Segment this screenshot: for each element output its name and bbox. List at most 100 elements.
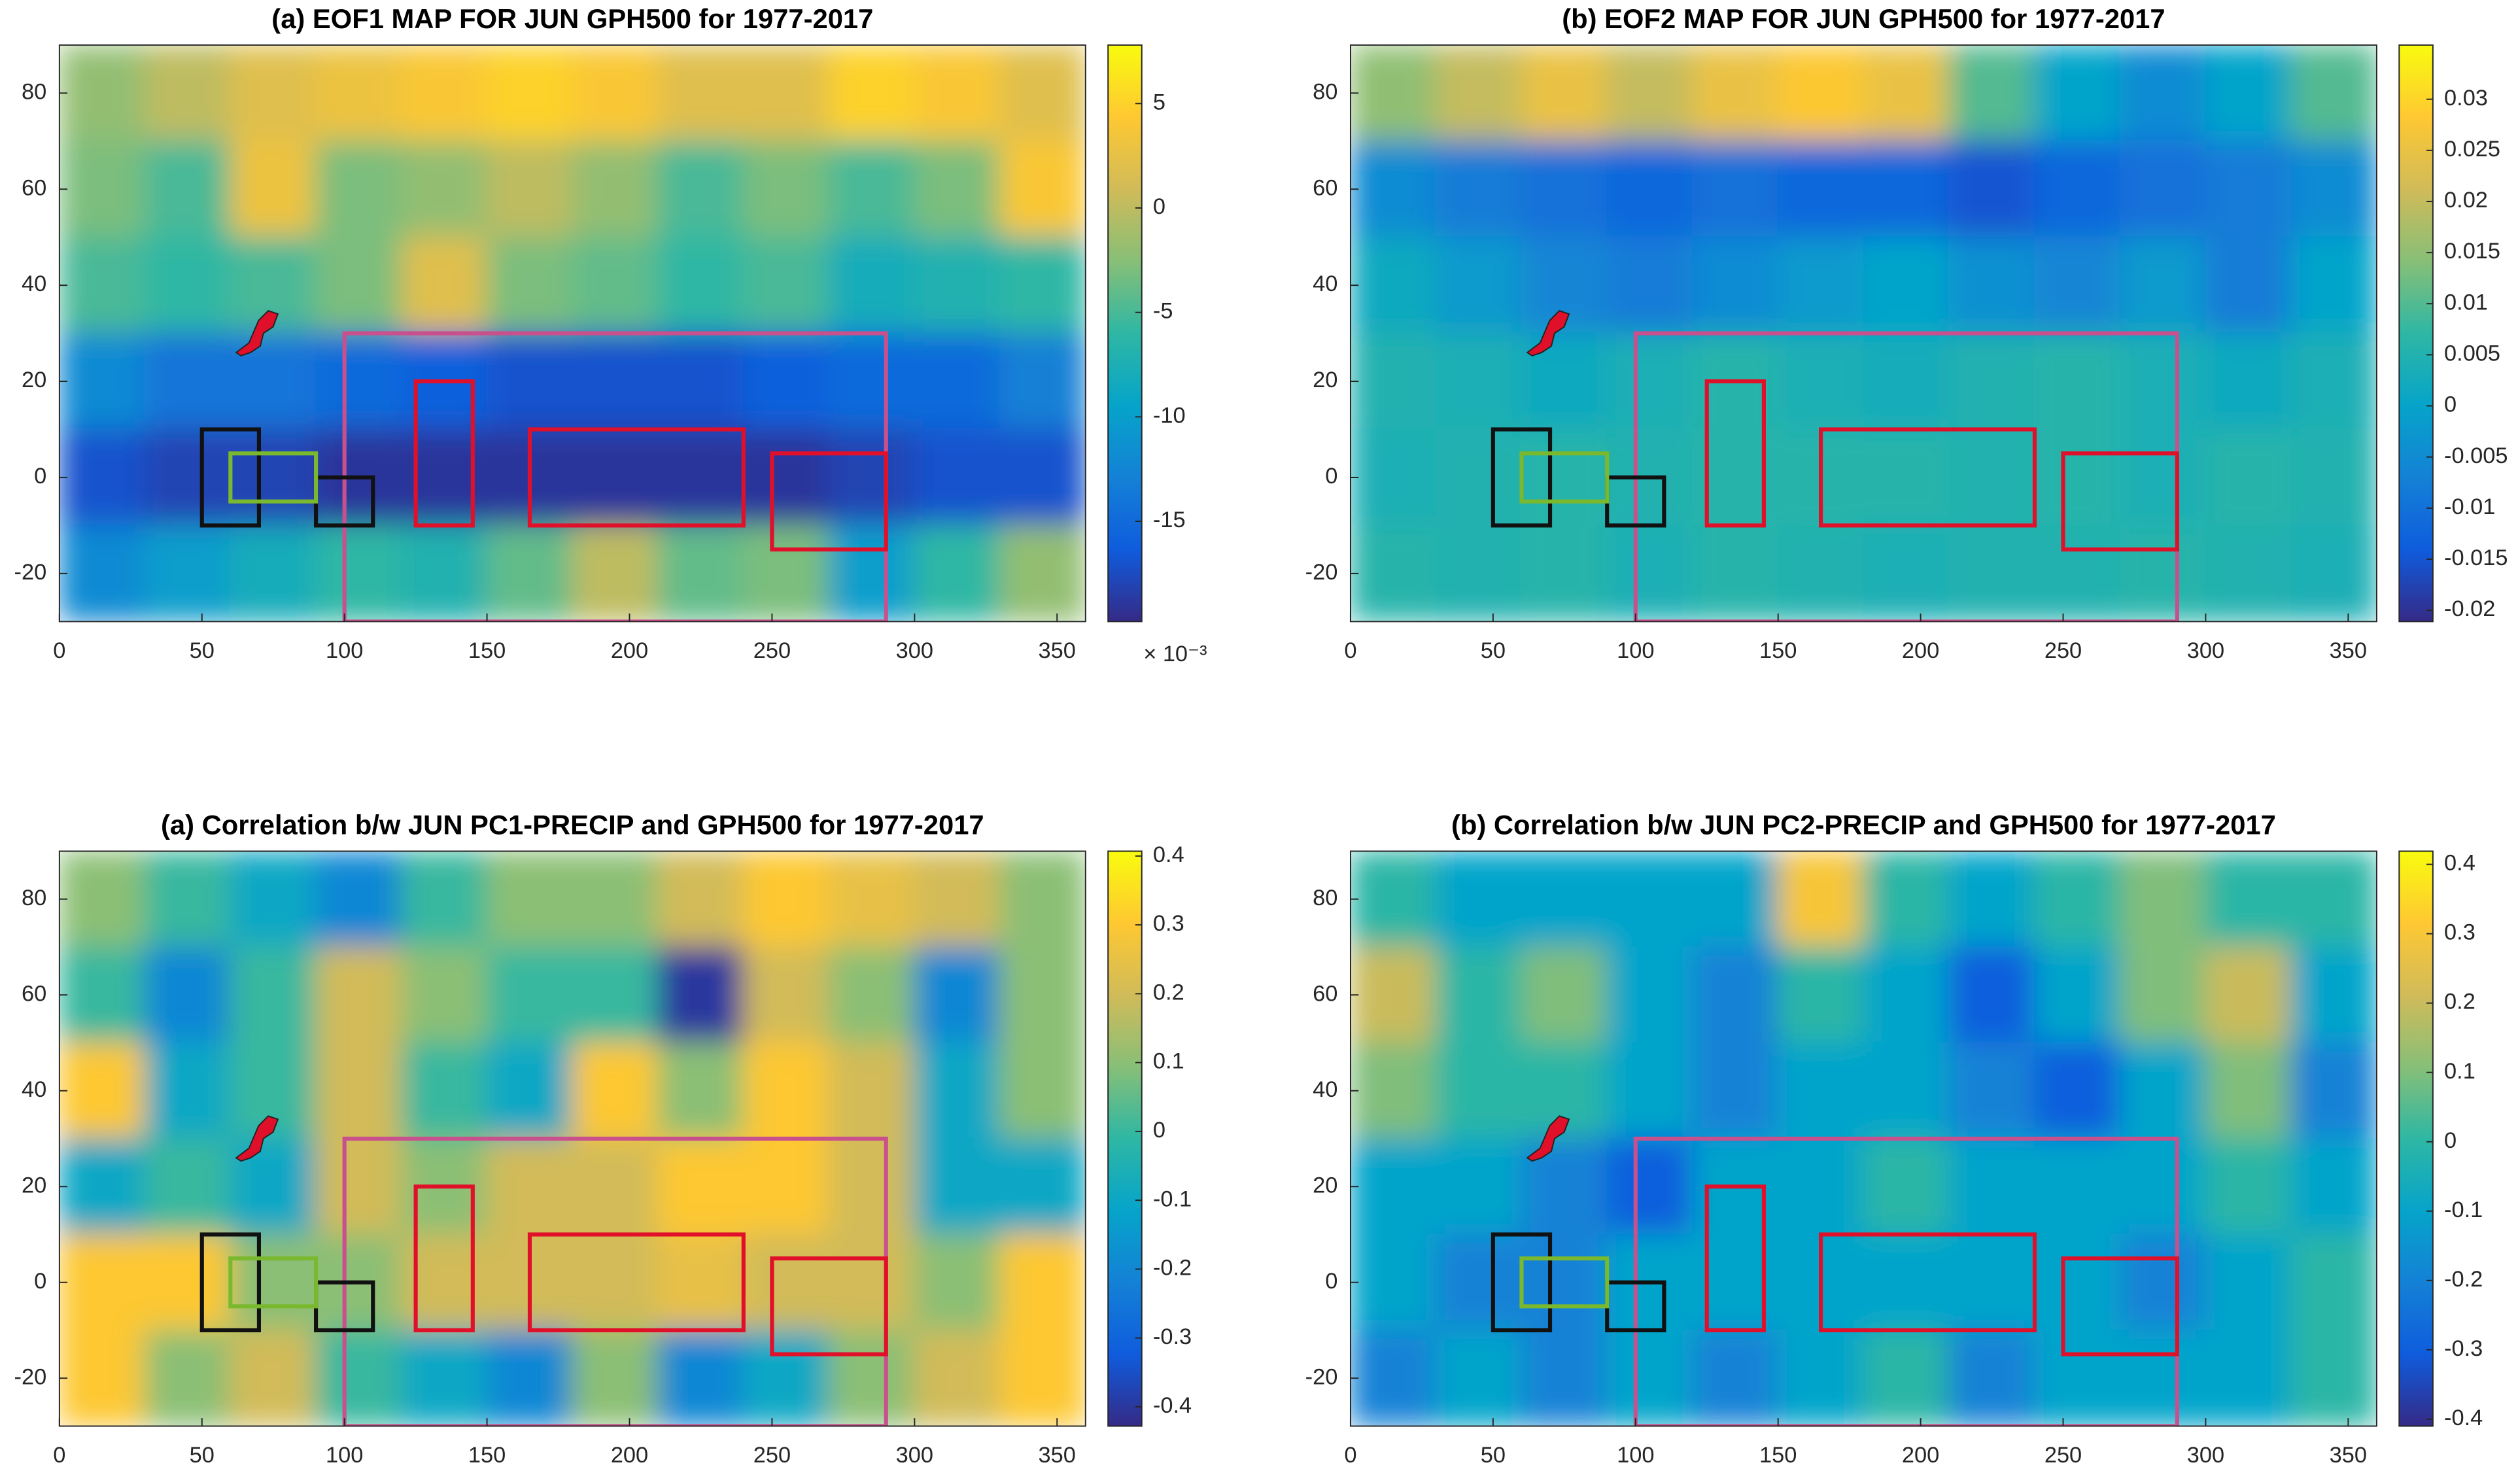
cell [828,946,916,1044]
colorbar-tick-label: -5 [1153,299,1173,324]
cell [2033,44,2121,143]
cell [2205,1042,2292,1140]
cell [742,428,830,526]
cell [144,1042,232,1140]
cell [2119,236,2207,334]
y-tick-label: 0 [34,464,46,489]
colorbar-tick-label: 0.2 [1153,980,1184,1005]
colorbar-tick-label: 0.015 [2444,239,2500,264]
cell [2033,428,2121,526]
cell [999,1234,1086,1332]
cell [315,236,403,334]
cell [144,1137,232,1235]
cell [1863,851,1950,948]
colorbar-tick-label: 0 [1153,194,1165,219]
cell [2119,44,2207,143]
cell [1863,946,1950,1044]
colorbar-tick-label: -0.4 [1153,1393,1192,1418]
x-tick-label: 0 [1344,638,1356,663]
region-box [199,427,261,528]
colorbar-tick-label: 5 [1153,90,1165,114]
colorbar-tick-label: 0.4 [2444,851,2475,876]
cell [59,236,146,334]
cell [315,1329,403,1426]
cell [657,140,745,238]
cell [2033,946,2121,1044]
colorbar-tick-label: 0 [2444,392,2457,417]
x-tick-label: 250 [2044,638,2082,663]
colorbar [1107,850,1143,1427]
cell [400,140,488,238]
field [59,44,1086,622]
cell [1691,236,1779,334]
plot-frame [58,850,1086,1427]
cell [1435,851,1523,948]
cell [2119,1234,2207,1332]
cell [1863,525,1950,622]
regions [199,331,888,622]
y-tick-label: 80 [22,886,46,910]
cell [572,44,659,143]
colorbar-tick-label: -0.005 [2444,443,2508,468]
cell [2205,1234,2292,1332]
colorbar-tick-label: -0.015 [2444,545,2508,570]
cell [315,44,403,143]
cell [144,525,232,622]
cell [572,1329,659,1426]
cell [144,236,232,334]
cell [999,236,1086,334]
cell [828,140,916,238]
cell [486,946,574,1044]
colorbar-tick-label: -10 [1153,403,1186,428]
region-box [1818,427,2037,528]
cell [1606,1042,1694,1140]
cell [1691,140,1779,238]
cell [657,851,745,948]
colorbar-tick-label: 0.2 [2444,990,2475,1014]
cell [999,1137,1086,1235]
cell [400,525,488,622]
colorbar-tick-label: 0.3 [1153,911,1184,936]
cell [144,946,232,1044]
cell [657,1042,745,1140]
cell [742,1329,830,1426]
cell [572,236,659,334]
cell [1777,851,1865,948]
region-box [770,1256,888,1356]
cell [1435,44,1523,143]
cell [572,851,659,948]
cell [59,1234,146,1332]
x-tick-label: 300 [896,638,933,663]
cell [1863,1137,1950,1235]
cell [2033,236,2121,334]
cell [230,1329,317,1426]
colorbar-tick-label: -0.4 [2444,1406,2483,1430]
y-tick-label: 0 [1325,1269,1337,1294]
cell [59,851,146,948]
plot-frame [1349,850,2377,1427]
x-tick-label: 150 [468,1443,506,1468]
y-tick-label: -20 [1305,1364,1338,1389]
cell [1691,851,1779,948]
cell [1948,1234,2036,1332]
cell [486,1329,574,1426]
cell [1606,1137,1694,1235]
cell [1435,332,1523,430]
cell [742,946,830,1044]
cell [914,1137,1001,1235]
colorbar-tick-label: -0.1 [1153,1186,1192,1211]
cell [1350,428,1437,526]
cell [572,428,659,526]
field-clip [59,44,1086,622]
cell [742,1234,830,1332]
x-tick-label: 50 [190,1443,215,1468]
cell [2033,1042,2121,1140]
plot-frame [58,44,1086,623]
cell [742,140,830,238]
cell [2290,1137,2377,1235]
cell [1948,236,2036,334]
cell [1350,1137,1437,1235]
cell [657,428,745,526]
panel: 0 50 100 150 200 250 300 350 -20 0 20 40 60 80 (a) Cor… [14,810,1192,1468]
